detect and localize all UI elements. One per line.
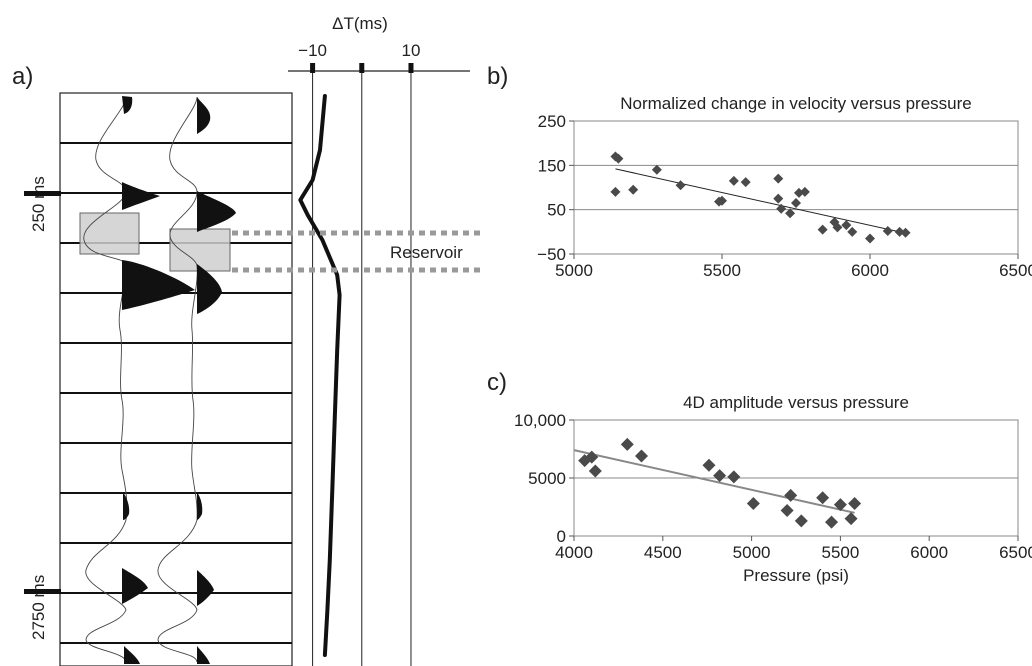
data-point (841, 220, 852, 231)
amplitude-box-1 (79, 212, 140, 255)
wiggle-fill (197, 570, 214, 606)
data-point (746, 497, 760, 511)
wiggle-fill (197, 97, 211, 134)
x-tick-label: 4500 (644, 543, 682, 562)
data-point (773, 173, 784, 184)
wiggle-fill (124, 646, 140, 664)
panel-a: a) 250 ms 2750 ms (12, 63, 293, 666)
data-point (588, 464, 602, 478)
data-point (702, 458, 716, 472)
wiggle-fill (197, 264, 222, 314)
wiggle-fill (122, 260, 195, 310)
trendline (573, 449, 855, 514)
wiggle-fill (197, 191, 236, 232)
chart-title: Normalized change in velocity versus pre… (620, 94, 972, 113)
dt-curve (298, 94, 342, 657)
reservoir-label: Reservoir (390, 243, 463, 262)
dt-tick-mark (408, 63, 414, 73)
data-point (634, 449, 648, 463)
wiggle-fill (122, 568, 148, 604)
data-point (833, 498, 847, 512)
time-tick-bottom (24, 589, 61, 594)
x-tick-label: 6000 (910, 543, 948, 562)
x-tick-label: 5500 (703, 261, 741, 280)
data-point (713, 469, 727, 483)
dt-tick-label: −10 (298, 41, 327, 60)
data-point (776, 203, 787, 214)
y-tick-label: 10,000 (514, 411, 566, 430)
data-point (794, 514, 808, 528)
data-point (900, 227, 911, 238)
x-tick-label: 5000 (555, 261, 593, 280)
wiggle-fill (197, 646, 210, 664)
x-tick-label: 6500 (999, 543, 1032, 562)
chart-b: −50 50 150 250 5000 5500 6000 6500 Normalized ch… (537, 94, 1032, 280)
panel-label-b: b) (487, 63, 508, 90)
data-point (793, 187, 804, 198)
data-point (816, 491, 830, 505)
wiggle-fills (122, 96, 236, 664)
time-label-top: 250 ms (29, 176, 48, 232)
dt-tick-label: 10 (402, 41, 421, 60)
data-point (585, 450, 599, 464)
y-tick-label: 50 (547, 201, 566, 220)
amplitude-box-2 (169, 228, 231, 272)
dt-tick-mark (310, 63, 316, 73)
x-tick-label: 5000 (733, 543, 771, 562)
x-tick-label: 6000 (851, 261, 889, 280)
data-point (894, 226, 905, 237)
dt-tick-mark (359, 63, 365, 73)
y-tick-label: 250 (538, 112, 566, 131)
data-point (817, 224, 828, 235)
panel-label-c: c) (487, 369, 507, 396)
data-point (791, 198, 801, 209)
seismic-section-frame (59, 92, 293, 666)
panel-label-a: a) (12, 63, 33, 90)
wiggle-fill (123, 492, 130, 520)
x-tick-label: 5500 (821, 543, 859, 562)
x-tick-label: 4000 (555, 543, 593, 562)
panel-dt: ΔT(ms) −10 10 Reservoir (232, 14, 482, 666)
data-point (717, 195, 727, 206)
data-point (628, 184, 639, 195)
data-point (773, 193, 784, 204)
data-point (844, 512, 858, 526)
data-point (610, 186, 621, 197)
data-point (620, 437, 634, 451)
dt-axis-label: ΔT(ms) (332, 14, 388, 33)
plot-area (573, 120, 1019, 255)
trendline (615, 168, 906, 234)
wiggle-fill (122, 182, 160, 210)
dt-axis: −10 10 (288, 41, 470, 666)
data-point (613, 153, 624, 164)
data-point (832, 222, 843, 233)
time-label-bottom: 2750 ms (29, 575, 48, 640)
data-point (728, 175, 739, 186)
x-tick-label: 6500 (999, 261, 1032, 280)
data-point (865, 233, 875, 244)
y-tick-label: 5000 (528, 469, 566, 488)
data-point (727, 470, 741, 484)
data-point (780, 503, 794, 517)
y-tick-label: 150 (538, 156, 566, 175)
data-point (847, 226, 858, 237)
data-point (785, 208, 796, 219)
y-tick-label: 0 (557, 527, 566, 546)
y-tick-label: −50 (537, 245, 566, 264)
wiggle-fill (197, 492, 203, 520)
wiggle-fill (122, 96, 133, 114)
data-point (651, 164, 662, 175)
time-tick-top (24, 191, 61, 196)
data-point (784, 488, 798, 502)
chart-c: 0 5000 10,000 4000 4500 5000 5500 6000 6500 4D am… (514, 393, 1032, 585)
data-point (825, 515, 839, 529)
chart-title: 4D amplitude versus pressure (683, 393, 909, 412)
data-point (675, 180, 686, 191)
data-point (882, 225, 893, 236)
x-axis-label: Pressure (psi) (743, 566, 849, 585)
data-point (799, 186, 810, 197)
data-point (848, 497, 862, 511)
data-point (740, 177, 751, 188)
